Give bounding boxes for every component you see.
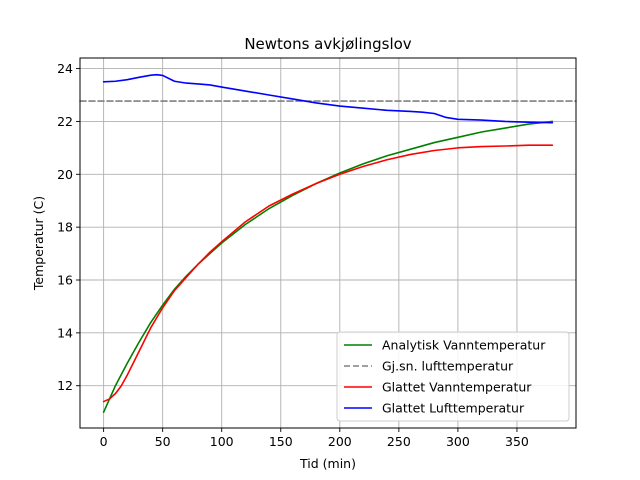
- x-axis-label: Tid (min): [299, 456, 356, 471]
- x-tick-label: 150: [269, 434, 293, 449]
- x-tick-label: 50: [155, 434, 171, 449]
- y-tick-label: 14: [57, 325, 73, 340]
- y-tick-label: 12: [57, 378, 73, 393]
- series-line-glattet-vanntemperatur: [102, 144, 554, 403]
- series-line-glattet-lufttemperatur: [102, 73, 554, 124]
- y-axis-label: Temperatur (C): [31, 196, 46, 291]
- legend-label-2: Glattet Vanntemperatur: [382, 380, 532, 395]
- y-tick-label: 16: [57, 273, 73, 288]
- legend-box: [336, 331, 570, 422]
- x-tick-label: 350: [505, 434, 529, 449]
- series-line-analytisk-vanntemperatur: [102, 120, 554, 413]
- x-tick-label: 0: [100, 434, 108, 449]
- x-tick-label: 250: [387, 434, 411, 449]
- series-lines: [79, 73, 577, 413]
- legend: Analytisk Vanntemperatur Gj.sn. lufttemp…: [336, 331, 570, 422]
- y-tick-label: 18: [57, 220, 73, 235]
- x-tick-label: 100: [210, 434, 234, 449]
- legend-label-0: Analytisk Vanntemperatur: [382, 338, 546, 353]
- x-tick-label: 200: [328, 434, 352, 449]
- x-tick-label: 300: [446, 434, 470, 449]
- y-tick-label: 20: [57, 167, 73, 182]
- ticks: 0 50 100 150 200 250 300 350 12 14 16 18 20 22 24: [57, 61, 529, 449]
- y-tick-label: 24: [57, 61, 73, 76]
- legend-label-1: Gj.sn. lufttemperatur: [382, 359, 514, 374]
- y-tick-label: 22: [57, 114, 73, 129]
- plot-frame: [79, 57, 577, 429]
- legend-label-3: Glattet Lufttemperatur: [382, 401, 525, 416]
- chart-title: Newtons avkjølingslov: [244, 35, 411, 53]
